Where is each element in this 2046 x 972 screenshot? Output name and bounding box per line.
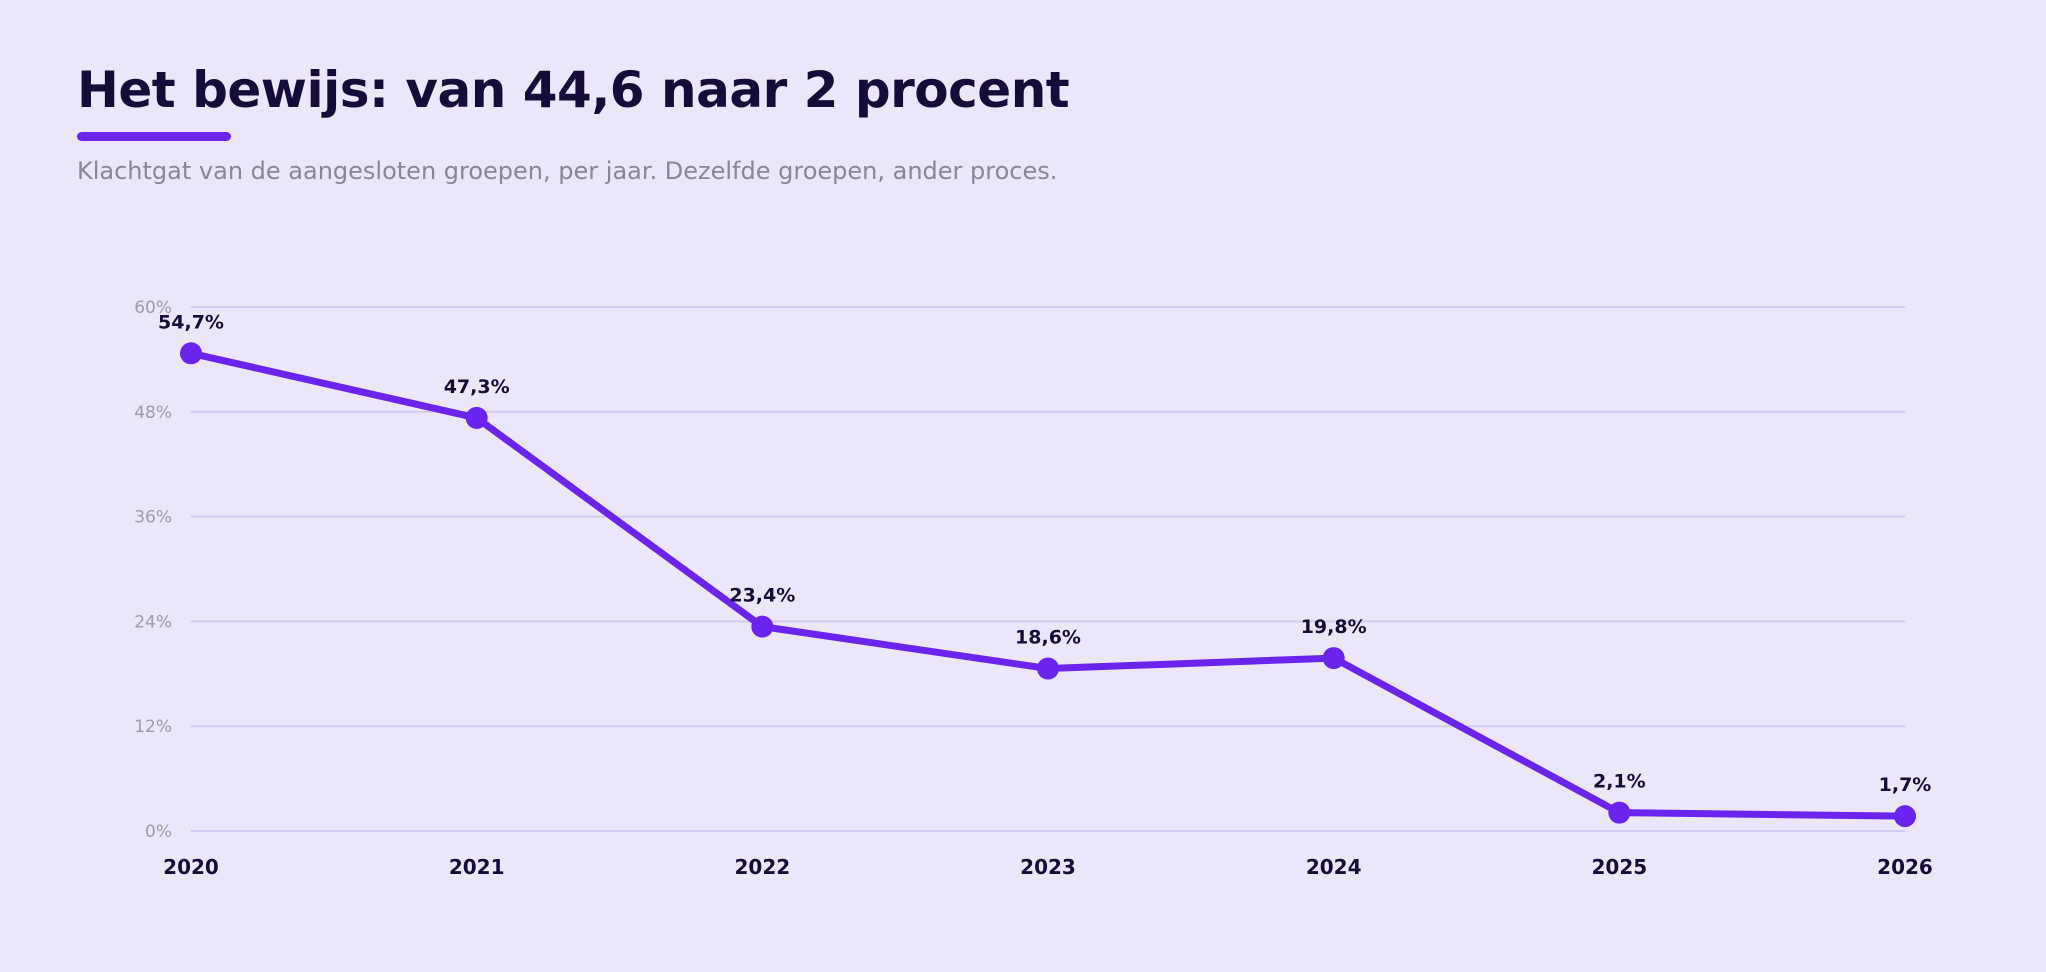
data-point[interactable] — [1608, 801, 1631, 824]
data-point[interactable] — [180, 342, 202, 365]
gridlines — [191, 306, 1905, 832]
data-point[interactable] — [1322, 647, 1345, 670]
series-line — [187, 349, 1909, 820]
chart-header: Het bewijs: van 44,6 naar 2 procent Klac… — [77, 58, 1977, 187]
data-point[interactable] — [751, 615, 774, 638]
y-tick-label: 0% — [145, 822, 172, 842]
chart-title: Het bewijs: van 44,6 naar 2 procent — [77, 61, 1070, 119]
x-axis-tick-labels: 2020 2021 2022 2023 2024 2025 2026 — [163, 855, 1933, 879]
x-tick-label: 2021 — [449, 855, 505, 879]
x-tick-label: 2022 — [734, 855, 790, 879]
data-point[interactable] — [1037, 657, 1059, 680]
series-line-group — [187, 349, 1909, 820]
x-tick-label: 2025 — [1591, 855, 1647, 879]
x-tick-label: 2026 — [1877, 855, 1933, 879]
data-point[interactable] — [1894, 805, 1916, 828]
data-points — [180, 342, 1916, 828]
y-tick-label: 12% — [134, 717, 172, 737]
y-tick-label: 36% — [134, 508, 172, 528]
x-tick-label: 2023 — [1020, 855, 1076, 879]
data-point[interactable] — [465, 406, 488, 429]
data-labels: 54,7% 47,3% 23,4% 18,6% 19,8% 2,1% 1,7% — [158, 311, 1931, 796]
chart-subtitle: Klachtgat van de aangesloten groepen, pe… — [77, 157, 1058, 185]
data-label: 47,3% — [444, 376, 510, 398]
y-tick-label: 60% — [134, 298, 172, 318]
data-label: 23,4% — [729, 585, 795, 607]
y-tick-label: 48% — [134, 403, 172, 423]
data-label: 54,7% — [158, 311, 224, 333]
data-label: 2,1% — [1593, 771, 1646, 793]
y-axis-tick-labels: 0% 12% 24% 36% 48% 60% — [134, 298, 172, 842]
data-label: 19,8% — [1301, 616, 1367, 638]
y-tick-label: 24% — [134, 612, 172, 632]
data-label: 1,7% — [1879, 774, 1932, 796]
title-accent-bar — [77, 132, 231, 141]
x-tick-label: 2020 — [163, 855, 219, 879]
data-label: 18,6% — [1015, 627, 1081, 649]
x-tick-label: 2024 — [1306, 855, 1362, 879]
